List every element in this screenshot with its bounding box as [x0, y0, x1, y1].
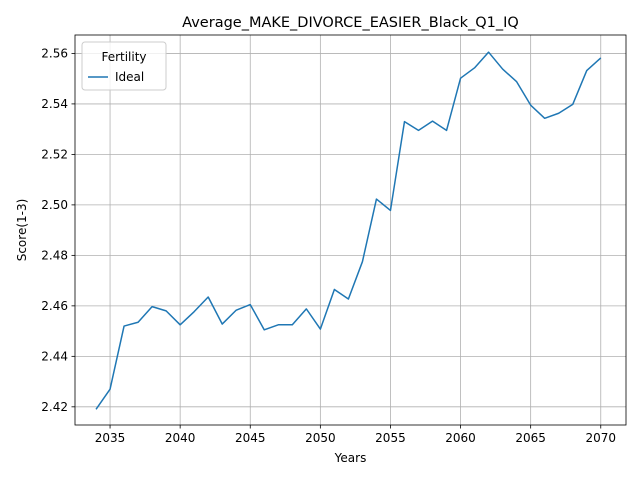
y-axis-label: Score(1-3) [15, 199, 29, 262]
y-tick-label: 2.50 [41, 198, 68, 212]
chart-title: Average_MAKE_DIVORCE_EASIER_Black_Q1_IQ [182, 15, 519, 31]
y-axis-ticks: 2.42 2.44 2.46 2.48 2.50 2.52 2.54 2.56 [41, 47, 75, 414]
x-tick-label: 2050 [305, 431, 336, 445]
x-tick-label: 2035 [95, 431, 126, 445]
x-tick-label: 2045 [235, 431, 266, 445]
y-tick-label: 2.42 [41, 400, 68, 414]
grid-lines [75, 35, 626, 425]
x-tick-label: 2070 [585, 431, 616, 445]
plot-frame [74, 34, 627, 426]
legend-box [81, 41, 167, 91]
legend-title: Fertility [101, 50, 146, 64]
y-tick-label: 2.56 [41, 47, 68, 61]
x-tick-label: 2055 [375, 431, 406, 445]
x-axis-ticks: 2035 2040 2045 2050 2055 2060 2065 2070 [95, 425, 616, 445]
y-tick-label: 2.52 [41, 148, 68, 162]
y-tick-label: 2.46 [41, 299, 68, 313]
x-tick-label: 2060 [445, 431, 476, 445]
x-tick-label: 2065 [515, 431, 546, 445]
x-axis-label: Years [334, 451, 367, 465]
y-tick-label: 2.54 [41, 97, 68, 111]
series-layer [95, 51, 602, 410]
y-tick-label: 2.48 [41, 249, 68, 263]
legend-entry-ideal: Ideal [115, 70, 144, 84]
legend: Fertility Ideal [81, 41, 167, 91]
x-tick-label: 2040 [165, 431, 196, 445]
series-line-ideal [95, 51, 602, 410]
y-tick-label: 2.44 [41, 350, 68, 364]
